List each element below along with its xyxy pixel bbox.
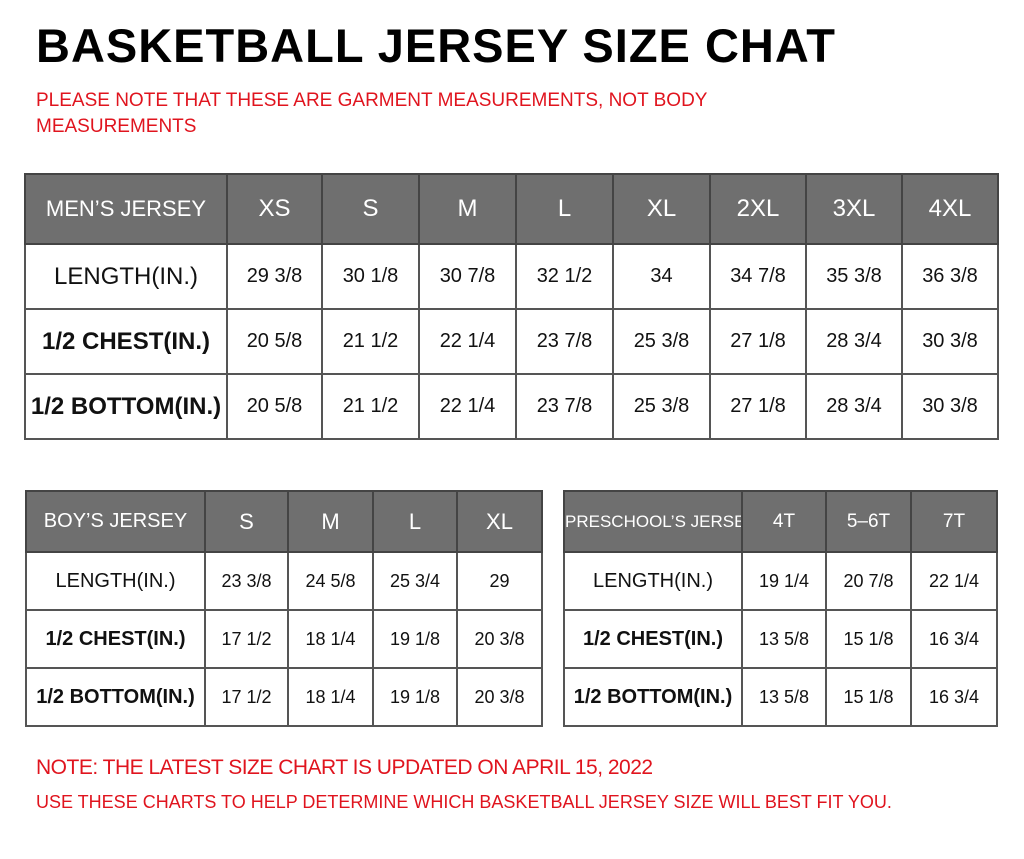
- data-row: LENGTH(IN.) 29 3/8 30 1/8 30 7/8 32 1/2 34 34 …: [24, 243, 999, 310]
- measurement: 23 3/8: [204, 551, 289, 611]
- header-cell: L: [372, 490, 458, 553]
- note: NOTE: THE LATEST SIZE CHART IS UPDATED O…: [36, 756, 653, 779]
- measurement: 20 5/8: [226, 308, 323, 375]
- header-cell: 4T: [741, 490, 827, 553]
- header-row: PRESCHOOL’S JERSEY 4T 5–6T 7T: [563, 490, 998, 553]
- header-cell: XS: [226, 173, 323, 245]
- measurement: 20 3/8: [456, 667, 543, 727]
- measurement: 22 1/4: [418, 308, 517, 375]
- data-row: 1/2 BOTTOM(IN.) 20 5/8 21 1/2 22 1/4 23 7/8 2…: [24, 373, 999, 440]
- measurement: 28 3/4: [805, 373, 903, 440]
- measurement: 34 7/8: [709, 243, 807, 310]
- header-cell: M: [418, 173, 517, 245]
- header-cell: 3XL: [805, 173, 903, 245]
- measurement: 32 1/2: [515, 243, 614, 310]
- measurement: 27 1/8: [709, 308, 807, 375]
- measurement: 22 1/4: [910, 551, 998, 611]
- title: BASKETBALL JERSEY SIZE CHAT: [36, 19, 836, 72]
- data-row: 1/2 CHEST(IN.) 17 1/2 18 1/4 19 1/8 20 3/8: [25, 609, 543, 669]
- header-cell: MEN’S JERSEY: [24, 173, 228, 245]
- note: USE THESE CHARTS TO HELP DETERMINE WHICH…: [36, 792, 892, 812]
- header-cell: M: [287, 490, 374, 553]
- row-label: 1/2 CHEST(IN.): [563, 609, 743, 669]
- header-cell: XL: [456, 490, 543, 553]
- row-label: 1/2 BOTTOM(IN.): [563, 667, 743, 727]
- size-table: PRESCHOOL’S JERSEY 4T 5–6T 7T LENGTH(IN.) 19 …: [563, 490, 998, 727]
- header-cell: 5–6T: [825, 490, 912, 553]
- measurement: 16 3/4: [910, 667, 998, 727]
- row-label: LENGTH(IN.): [563, 551, 743, 611]
- measurement: 29: [456, 551, 543, 611]
- measurement: 16 3/4: [910, 609, 998, 669]
- measurement: 27 1/8: [709, 373, 807, 440]
- measurement: 25 3/4: [372, 551, 458, 611]
- measurement: 25 3/8: [612, 308, 711, 375]
- row-label: 1/2 BOTTOM(IN.): [25, 667, 206, 727]
- header-cell: XL: [612, 173, 711, 245]
- header-cell: PRESCHOOL’S JERSEY: [563, 490, 743, 553]
- measurement: 30 3/8: [901, 373, 999, 440]
- row-label: LENGTH(IN.): [24, 243, 228, 310]
- measurement: 19 1/8: [372, 609, 458, 669]
- measurement: 18 1/4: [287, 609, 374, 669]
- measurement: 24 5/8: [287, 551, 374, 611]
- measurement: 17 1/2: [204, 667, 289, 727]
- measurement: 36 3/8: [901, 243, 999, 310]
- measurement: 18 1/4: [287, 667, 374, 727]
- measurement: 22 1/4: [418, 373, 517, 440]
- measurement: 29 3/8: [226, 243, 323, 310]
- row-label: 1/2 CHEST(IN.): [25, 609, 206, 669]
- measurement: 28 3/4: [805, 308, 903, 375]
- data-row: LENGTH(IN.) 23 3/8 24 5/8 25 3/4 29: [25, 551, 543, 611]
- measurement: 30 7/8: [418, 243, 517, 310]
- measurement: 19 1/8: [372, 667, 458, 727]
- measurement: 35 3/8: [805, 243, 903, 310]
- measurement: 17 1/2: [204, 609, 289, 669]
- header-row: BOY’S JERSEY S M L XL: [25, 490, 543, 553]
- measurement: 20 7/8: [825, 551, 912, 611]
- data-row: LENGTH(IN.) 19 1/4 20 7/8 22 1/4: [563, 551, 998, 611]
- measurement: 21 1/2: [321, 373, 420, 440]
- measurement: 30 3/8: [901, 308, 999, 375]
- size-table: BOY’S JERSEY S M L XL LENGTH(IN.) 23 3/8 24 5/8…: [25, 490, 543, 727]
- row-label: LENGTH(IN.): [25, 551, 206, 611]
- data-row: 1/2 BOTTOM(IN.) 13 5/8 15 1/8 16 3/4: [563, 667, 998, 727]
- data-row: 1/2 BOTTOM(IN.) 17 1/2 18 1/4 19 1/8 20 3/8: [25, 667, 543, 727]
- measurement: 21 1/2: [321, 308, 420, 375]
- measurement: 34: [612, 243, 711, 310]
- measurement: 15 1/8: [825, 609, 912, 669]
- data-row: 1/2 CHEST(IN.) 20 5/8 21 1/2 22 1/4 23 7/8 25…: [24, 308, 999, 375]
- row-label: 1/2 BOTTOM(IN.): [24, 373, 228, 440]
- measurement: 30 1/8: [321, 243, 420, 310]
- header-cell: 2XL: [709, 173, 807, 245]
- measurement: 23 7/8: [515, 373, 614, 440]
- measurement: 13 5/8: [741, 609, 827, 669]
- measurement: 20 5/8: [226, 373, 323, 440]
- size-table: MEN’S JERSEY XS S M L XL 2XL 3XL 4XL LENGTH(IN.) 2…: [24, 173, 999, 440]
- header-cell: 7T: [910, 490, 998, 553]
- header-cell: BOY’S JERSEY: [25, 490, 206, 553]
- measurement: 15 1/8: [825, 667, 912, 727]
- measurement: 19 1/4: [741, 551, 827, 611]
- row-label: 1/2 CHEST(IN.): [24, 308, 228, 375]
- measurement: 25 3/8: [612, 373, 711, 440]
- measurement: 20 3/8: [456, 609, 543, 669]
- header-cell: S: [321, 173, 420, 245]
- header-row: MEN’S JERSEY XS S M L XL 2XL 3XL 4XL: [24, 173, 999, 245]
- measurement: 23 7/8: [515, 308, 614, 375]
- header-cell: S: [204, 490, 289, 553]
- header-cell: L: [515, 173, 614, 245]
- subtitle: PLEASE NOTE THAT THESE ARE GARMENT MEASU…: [36, 90, 708, 137]
- data-row: 1/2 CHEST(IN.) 13 5/8 15 1/8 16 3/4: [563, 609, 998, 669]
- header-cell: 4XL: [901, 173, 999, 245]
- measurement: 13 5/8: [741, 667, 827, 727]
